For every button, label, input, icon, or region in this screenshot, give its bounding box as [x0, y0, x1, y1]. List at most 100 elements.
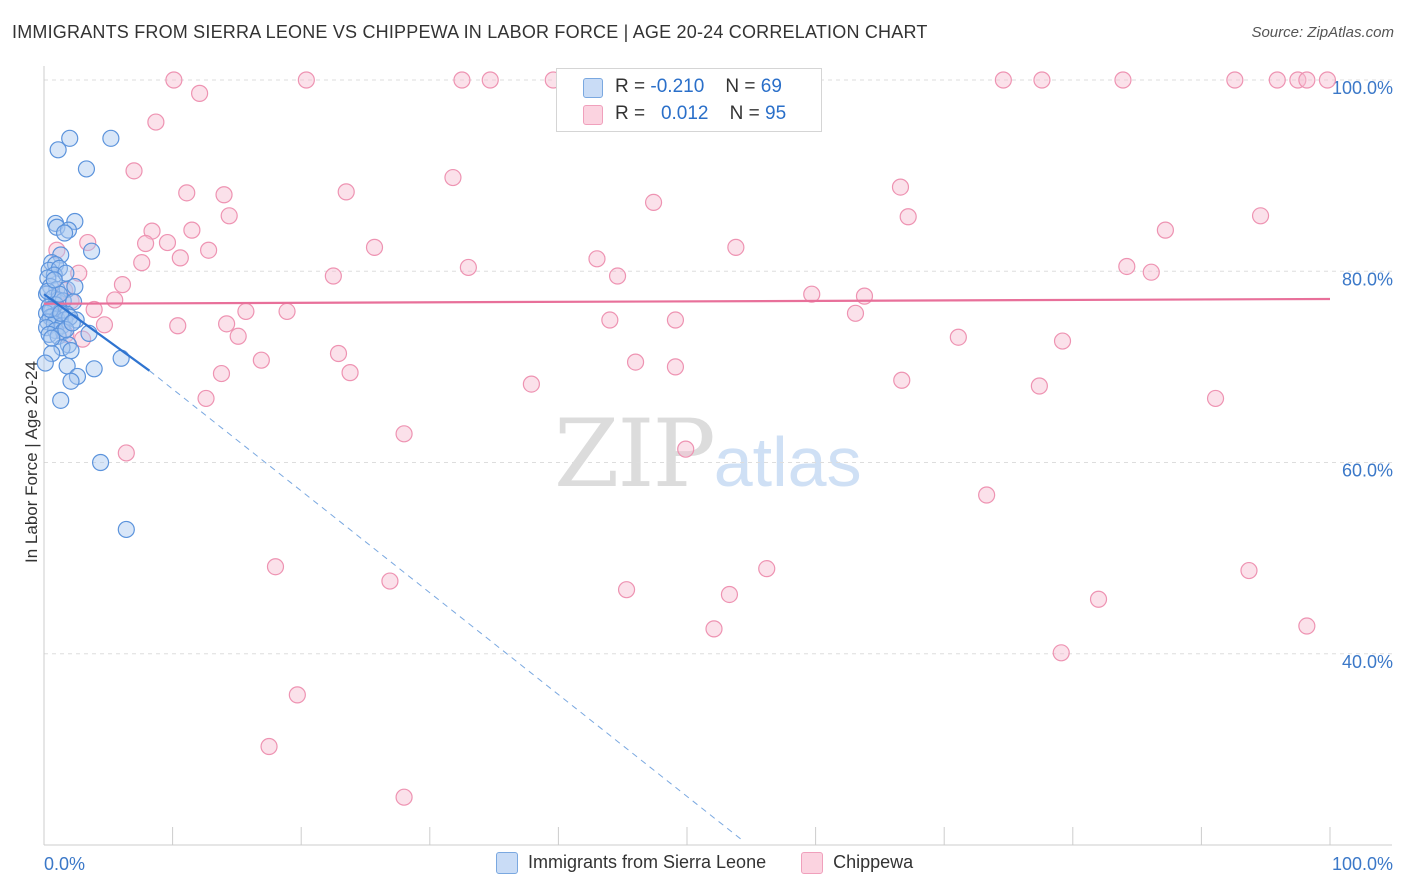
data-point-sierra-leone [85, 360, 103, 378]
data-point-chippewa [113, 276, 132, 294]
data-point-chippewa [169, 317, 187, 335]
data-point-sierra-leone [91, 453, 110, 472]
data-point-chippewa [117, 444, 135, 462]
data-point-chippewa [136, 234, 155, 253]
legend-label-sierra-leone: Immigrants from Sierra Leone [528, 852, 767, 873]
trendline-sierra-leone [43, 293, 151, 372]
data-point-chippewa [1289, 71, 1307, 89]
data-point-chippewa [85, 300, 103, 319]
data-point-chippewa [720, 585, 739, 604]
y-tick-label: 100.0% [1332, 78, 1393, 98]
data-point-chippewa [395, 788, 413, 806]
data-point-chippewa [453, 71, 471, 89]
data-point-sierra-leone [36, 354, 54, 372]
data-point-chippewa [191, 84, 209, 102]
r-label: R = [615, 76, 646, 97]
data-point-chippewa [288, 686, 306, 704]
data-point-chippewa [106, 291, 124, 309]
data-point-chippewa [1226, 71, 1244, 89]
data-point-chippewa [1298, 71, 1316, 89]
data-point-chippewa [758, 560, 776, 578]
n-label: N = [729, 103, 760, 124]
legend-swatch-chippewa [583, 105, 603, 125]
r-value-chippewa: 0.012 [660, 103, 709, 124]
data-point-chippewa [1268, 71, 1286, 89]
data-point-chippewa [846, 304, 865, 322]
data-point-chippewa [252, 351, 270, 369]
data-point-chippewa [481, 71, 499, 89]
data-point-sierra-leone [43, 329, 61, 347]
data-point-chippewa [165, 71, 183, 89]
data-point-chippewa [341, 364, 359, 382]
data-point-chippewa [1052, 644, 1070, 662]
data-point-chippewa [899, 208, 917, 226]
legend-swatch-sierra-leone [583, 78, 603, 98]
series-sierra-leone-points [36, 129, 135, 539]
legend-swatch-chippewa [801, 852, 824, 875]
data-point-chippewa [200, 241, 218, 259]
legend-label-chippewa: Chippewa [833, 852, 914, 873]
data-point-chippewa [329, 344, 348, 363]
data-point-sierra-leone [61, 129, 79, 147]
data-point-chippewa [891, 178, 910, 196]
r-label: R = [615, 103, 646, 124]
r-value-sierra-leone: -0.210 [650, 76, 705, 97]
correlation-legend: R = -0.210 N = 69 R = 0.012 N = 95 [556, 68, 822, 132]
data-point-chippewa [237, 302, 255, 321]
data-point-chippewa [522, 375, 540, 393]
data-point-chippewa [705, 620, 723, 638]
x-tick-label-max: 100.0% [1332, 854, 1393, 874]
data-point-chippewa [1053, 332, 1072, 350]
data-point-chippewa [1142, 263, 1160, 281]
data-point-chippewa [266, 558, 285, 576]
data-point-chippewa [381, 572, 399, 590]
data-point-chippewa [727, 238, 745, 256]
data-point-chippewa [677, 440, 695, 458]
data-point-chippewa [79, 233, 97, 252]
legend-item-chippewa[interactable]: Chippewa [801, 852, 914, 875]
y-tick-label: 80.0% [1342, 269, 1393, 289]
data-point-chippewa [95, 316, 114, 334]
data-point-chippewa [212, 364, 231, 383]
data-point-chippewa [666, 311, 685, 329]
data-point-chippewa [1206, 389, 1225, 408]
data-point-sierra-leone [77, 160, 96, 178]
data-point-chippewa [1114, 71, 1132, 89]
data-point-chippewa [260, 737, 278, 756]
data-point-chippewa [1298, 617, 1316, 635]
data-point-sierra-leone [62, 342, 80, 360]
data-point-chippewa [803, 285, 821, 303]
data-point-chippewa [893, 371, 911, 389]
data-point-chippewa [337, 183, 355, 201]
series-chippewa-points [48, 71, 1337, 806]
y-tick-label: 60.0% [1342, 461, 1393, 481]
data-point-chippewa [626, 353, 645, 371]
data-point-chippewa [608, 267, 627, 285]
data-point-chippewa [666, 358, 685, 376]
watermark-zip: ZIP [554, 400, 716, 509]
data-point-chippewa [147, 113, 165, 131]
legend-item-sierra-leone[interactable]: Immigrants from Sierra Leone [496, 852, 767, 875]
data-point-chippewa [1156, 221, 1174, 239]
data-point-sierra-leone [102, 129, 120, 147]
data-point-chippewa [171, 249, 189, 267]
series-legend: Immigrants from Sierra Leone Chippewa [496, 852, 943, 875]
data-point-sierra-leone [45, 271, 63, 289]
data-point-chippewa [444, 168, 462, 187]
data-point-sierra-leone [112, 349, 130, 367]
data-point-chippewa [459, 258, 477, 277]
data-point-sierra-leone [41, 300, 60, 319]
data-point-sierra-leone [63, 314, 81, 332]
n-value-sierra-leone: 69 [760, 76, 782, 97]
data-point-chippewa [1251, 207, 1270, 225]
data-point-chippewa [197, 389, 215, 408]
data-point-chippewa [70, 264, 88, 282]
n-label: N = [725, 76, 756, 97]
data-point-chippewa [1240, 561, 1258, 580]
chart-title: IMMIGRANTS FROM SIERRA LEONE VS CHIPPEWA… [12, 22, 928, 42]
data-point-chippewa [1318, 71, 1337, 89]
n-value-chippewa: 95 [765, 103, 787, 124]
data-point-sierra-leone [55, 224, 74, 242]
data-point-chippewa [365, 238, 384, 256]
